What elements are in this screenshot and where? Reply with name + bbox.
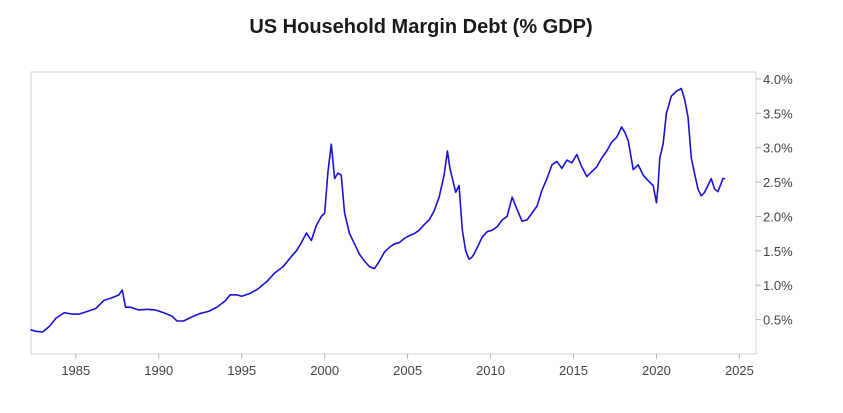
- x-tick-label: 2015: [559, 363, 588, 378]
- x-tick-label: 2010: [476, 363, 505, 378]
- plot-area: [30, 71, 757, 355]
- x-axis: 1985 1990 1995 2000 2005 2010 2015 2020 2025: [61, 354, 754, 378]
- y-axis: 0.5% 1.0% 1.5% 2.0% 2.5% 3.0% 3.5% 4.0%: [756, 72, 793, 328]
- y-tick-label: 2.5%: [763, 175, 793, 190]
- chart-title: US Household Margin Debt (% GDP): [249, 16, 592, 38]
- y-tick-label: 1.5%: [763, 244, 793, 259]
- y-tick-label: 3.5%: [763, 106, 793, 121]
- x-tick-label: 2005: [393, 363, 422, 378]
- y-tick-label: 3.0%: [763, 141, 793, 156]
- x-tick-label: 2025: [725, 363, 754, 378]
- x-tick-label: 1995: [227, 363, 256, 378]
- y-tick-label: 1.0%: [763, 278, 793, 293]
- y-tick-label: 4.0%: [763, 72, 793, 87]
- y-tick-label: 2.0%: [763, 209, 793, 224]
- y-tick-label: 0.5%: [763, 313, 793, 328]
- x-tick-label: 1990: [144, 363, 173, 378]
- x-tick-label: 2000: [310, 363, 339, 378]
- x-tick-label: 1985: [61, 363, 90, 378]
- x-tick-label: 2020: [642, 363, 671, 378]
- series-line-margin-debt: [30, 87, 726, 333]
